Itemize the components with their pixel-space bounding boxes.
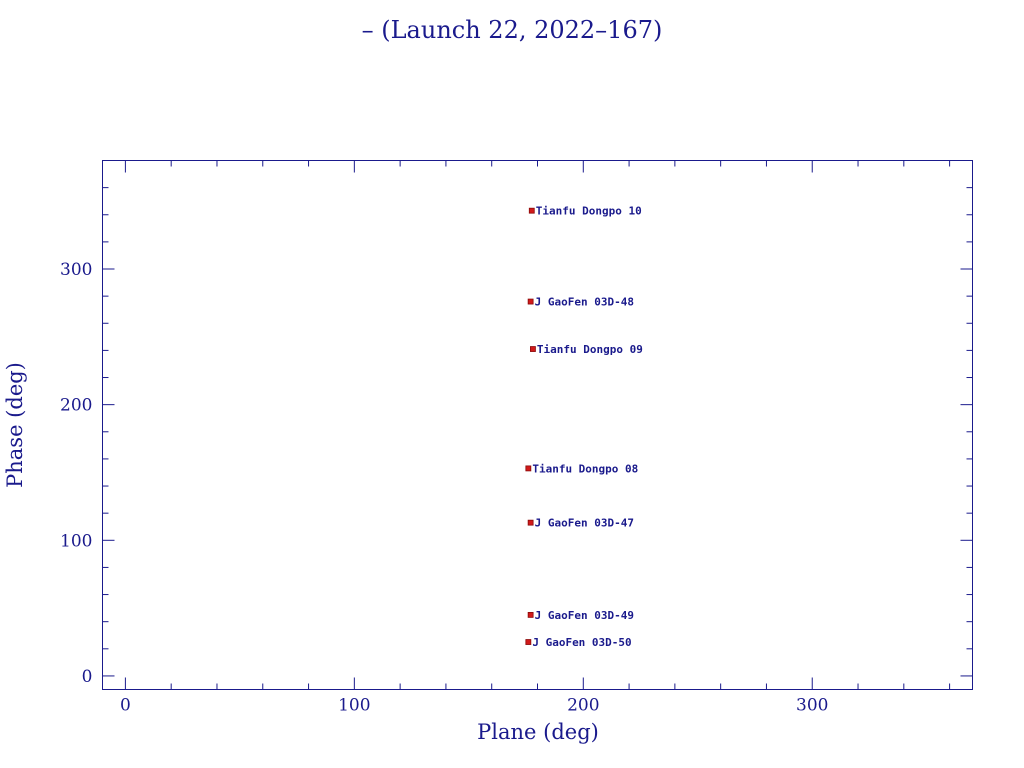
axis-ticks — [102, 160, 973, 690]
axis-tick-labels: 0 100 200 300 0 100 200 300 — [60, 260, 828, 715]
x-tick-label: 100 — [338, 696, 370, 716]
y-axis-label: Phase (deg) — [3, 362, 27, 488]
x-tick-label: 0 — [120, 696, 131, 716]
data-point — [525, 465, 532, 472]
data-points: Tianfu Dongpo 10 J GaoFen 03D-48 Tianfu Do… — [525, 205, 643, 649]
data-point — [527, 519, 534, 526]
data-point — [528, 207, 535, 214]
y-tick-label: 0 — [82, 667, 93, 687]
data-point — [530, 346, 536, 352]
chart-title: – (Launch 22, 2022–167) — [362, 16, 663, 44]
data-point-label: Tianfu Dongpo 08 — [532, 462, 638, 475]
x-tick-label: 300 — [796, 696, 828, 716]
data-point-label: J GaoFen 03D-49 — [535, 609, 634, 622]
x-tick-label: 200 — [567, 696, 599, 716]
data-point-label: Tianfu Dongpo 10 — [536, 205, 642, 218]
data-point — [527, 298, 534, 305]
y-tick-label: 200 — [60, 396, 92, 416]
x-axis-label: Plane (deg) — [477, 720, 599, 744]
data-point — [525, 639, 532, 645]
data-point — [527, 611, 534, 618]
y-tick-label: 100 — [60, 531, 92, 551]
y-tick-label: 300 — [60, 260, 92, 280]
data-point-label: J GaoFen 03D-47 — [535, 517, 634, 530]
data-point-label: Tianfu Dongpo 09 — [537, 343, 643, 356]
data-point-label: J GaoFen 03D-50 — [532, 636, 631, 649]
data-point-label: J GaoFen 03D-48 — [535, 296, 634, 309]
